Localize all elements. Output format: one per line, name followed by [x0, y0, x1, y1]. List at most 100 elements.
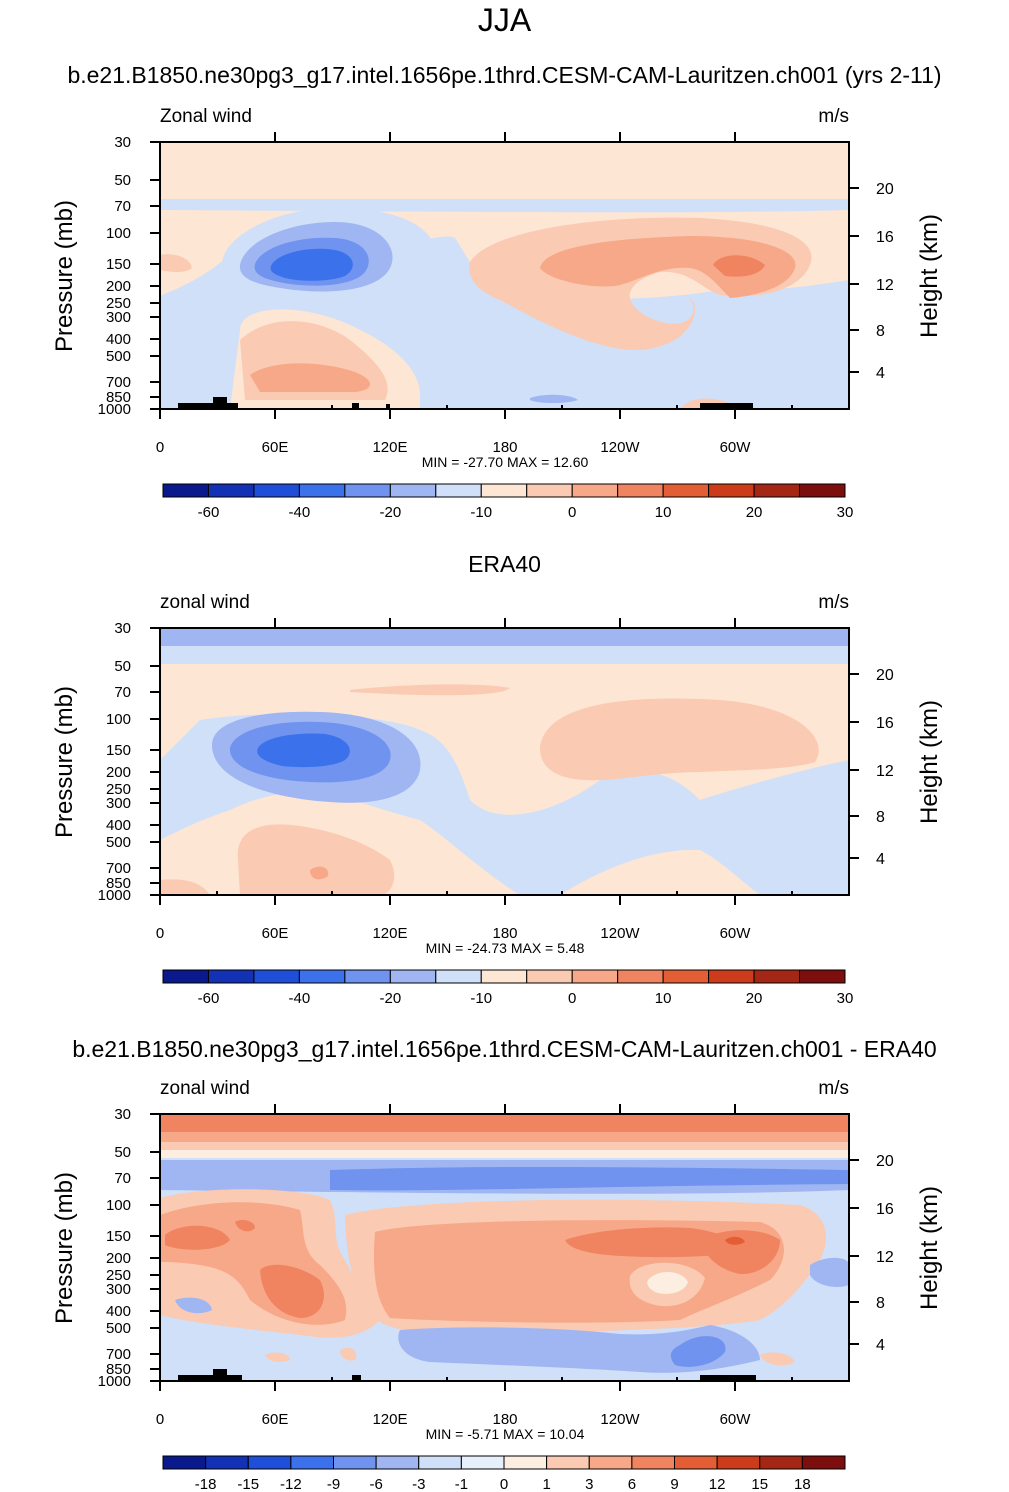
colorbar-label: -3	[412, 1476, 425, 1492]
colorbar-box	[389, 969, 437, 984]
x-tick-label: 60E	[262, 925, 289, 942]
y-tick-label: 150	[106, 1228, 131, 1245]
colorbar-label: -18	[195, 1476, 217, 1492]
colorbar-label: 6	[628, 1476, 636, 1492]
colorbar-box	[253, 969, 300, 984]
colorbar-box	[375, 1455, 420, 1470]
colorbar-box	[526, 969, 573, 984]
y-tick-label: 150	[106, 256, 131, 273]
colorbar-box	[207, 969, 255, 984]
y-tick-label: 1000	[98, 1373, 131, 1390]
panel-3-x-ticks	[159, 1104, 793, 1391]
y2-tick-label: 20	[876, 1153, 894, 1170]
colorbar-box	[460, 1455, 505, 1470]
colorbar-label: -40	[289, 504, 311, 521]
colorbar-label: 9	[670, 1476, 678, 1492]
colorbar-label: 20	[746, 990, 763, 1007]
y-tick-label: 250	[106, 1267, 131, 1284]
y2-tick-label: 8	[876, 323, 885, 340]
x-tick-label: 60E	[262, 1411, 289, 1428]
panel-2-left-ticks	[150, 627, 160, 896]
y-tick-label: 70	[114, 198, 131, 215]
colorbar-box	[617, 969, 664, 984]
y-tick-label: 700	[106, 860, 131, 877]
y2-tick-label: 16	[876, 715, 894, 732]
y-tick-label: 250	[106, 295, 131, 312]
y2-tick-label: 12	[876, 277, 894, 294]
panel-1-title: b.e21.B1850.ne30pg3_g17.intel.1656pe.1th…	[67, 62, 942, 88]
panel-3-right-label: m/s	[818, 1078, 849, 1099]
colorbar-box	[333, 1455, 377, 1470]
y-tick-label: 50	[114, 172, 131, 189]
colorbar-box	[162, 969, 209, 984]
colorbar-label: -1	[455, 1476, 468, 1492]
panel-3-right-ticks	[849, 1159, 859, 1345]
colorbar-box	[617, 483, 664, 498]
panel-1-contours	[160, 142, 849, 409]
y-tick-label: 300	[106, 309, 131, 326]
colorbar-box	[298, 969, 346, 984]
colorbar-box	[662, 969, 710, 984]
colorbar-box	[759, 1455, 803, 1470]
y2-tick-label: 4	[876, 1337, 885, 1354]
colorbar-label: 0	[568, 990, 576, 1007]
colorbar-box	[571, 969, 619, 984]
y2-tick-label: 4	[876, 365, 885, 382]
colorbar-box	[708, 483, 755, 498]
panel-1-minmax: MIN = -27.70 MAX = 12.60	[422, 454, 589, 470]
colorbar-box	[801, 1455, 846, 1470]
x-tick-label: 60E	[262, 439, 289, 456]
colorbar-label: -20	[379, 990, 401, 1007]
y-tick-label: 200	[106, 764, 131, 781]
y-tick-label: 300	[106, 1281, 131, 1298]
y-tick-label: 400	[106, 331, 131, 348]
y-tick-label: 70	[114, 1170, 131, 1187]
y-tick-label: 100	[106, 225, 131, 242]
y-tick-label: 700	[106, 374, 131, 391]
y-tick-label: 70	[114, 684, 131, 701]
panel-1-topography	[178, 397, 753, 409]
colorbar-3: -18 -15 -12 -9 -6 -3 -1 0 1 3 6 9 12 15 18	[162, 1455, 846, 1492]
y-tick-label: 250	[106, 781, 131, 798]
colorbar-box	[344, 483, 391, 498]
y-tick-label: 30	[114, 1106, 131, 1123]
panel-3-y-label: Pressure (mb)	[51, 1172, 78, 1324]
colorbar-box	[435, 969, 482, 984]
y2-tick-label: 12	[876, 1249, 894, 1266]
colorbar-box	[662, 483, 710, 498]
panel-3-topography	[178, 1369, 756, 1381]
colorbar-box	[503, 1455, 548, 1470]
colorbar-label: -60	[198, 504, 220, 521]
colorbar-label: 0	[568, 504, 576, 521]
colorbar-box	[480, 969, 528, 984]
y-tick-label: 500	[106, 834, 131, 851]
colorbar-box	[207, 483, 255, 498]
colorbar-box	[298, 483, 346, 498]
y2-tick-label: 16	[876, 229, 894, 246]
panel-1-x-ticks	[159, 132, 793, 419]
y2-tick-label: 20	[876, 181, 894, 198]
y-tick-label: 1000	[98, 887, 131, 904]
y-tick-label: 850	[106, 875, 131, 892]
colorbar-box	[389, 483, 437, 498]
panel-3-minmax: MIN = -5.71 MAX = 10.04	[426, 1426, 585, 1442]
x-tick-label: 120W	[600, 439, 640, 456]
panel-3-title: b.e21.B1850.ne30pg3_g17.intel.1656pe.1th…	[72, 1036, 937, 1062]
colorbar-label: 1	[542, 1476, 550, 1492]
x-tick-label: 120E	[372, 439, 407, 456]
colorbar-box	[480, 483, 528, 498]
colorbar-label: -40	[289, 990, 311, 1007]
colorbar-box	[753, 483, 801, 498]
y2-tick-label: 16	[876, 1201, 894, 1218]
y-tick-label: 500	[106, 1320, 131, 1337]
colorbar-box	[631, 1455, 675, 1470]
y-tick-label: 50	[114, 1144, 131, 1161]
colorbar-box	[708, 969, 755, 984]
panel-3-contours	[160, 1114, 849, 1381]
colorbar-box	[674, 1455, 718, 1470]
panel-1-left-ticks	[150, 141, 160, 410]
y-tick-label: 100	[106, 1197, 131, 1214]
panel-2-left-label: zonal wind	[160, 592, 250, 613]
panel-1-y-label: Pressure (mb)	[51, 200, 78, 352]
colorbar-label: 30	[837, 504, 854, 521]
